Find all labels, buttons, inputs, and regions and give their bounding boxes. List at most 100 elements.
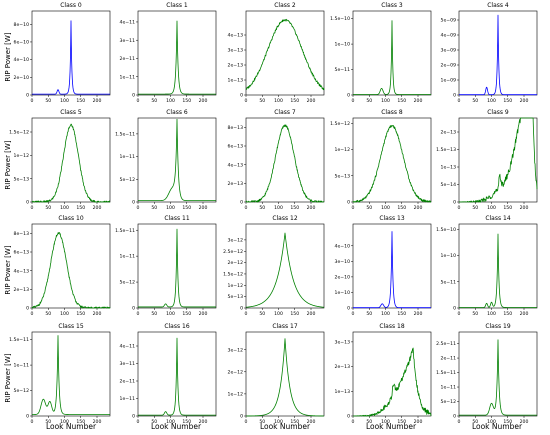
y-tick-label: 1e−13 bbox=[335, 389, 351, 395]
y-tick-label: 1e−11 bbox=[120, 396, 136, 402]
plot-frame bbox=[137, 223, 217, 309]
plot-frame bbox=[31, 331, 111, 417]
x-tick-label: 0 bbox=[458, 205, 461, 211]
y-tick-label: 2e−13 bbox=[228, 63, 244, 69]
x-tick-label: 100 bbox=[274, 205, 283, 211]
subplot-title: Class 19 bbox=[485, 323, 511, 330]
x-tick-label: 200 bbox=[93, 419, 102, 425]
series-line bbox=[245, 124, 325, 203]
x-tick-label: 100 bbox=[487, 311, 496, 317]
x-tick-label: 150 bbox=[76, 98, 85, 104]
x-tick-label: 50 bbox=[45, 98, 51, 104]
y-tick-label: 2.5e−12 bbox=[223, 249, 243, 255]
x-tick-label: 0 bbox=[137, 98, 140, 104]
y-tick-label: 8e−13 bbox=[14, 231, 30, 237]
x-tick-label: 50 bbox=[472, 311, 478, 317]
y-tick-label: 0 bbox=[240, 414, 243, 420]
x-tick-label: 100 bbox=[166, 98, 175, 104]
plot-frame bbox=[352, 223, 432, 309]
x-tick-label: 100 bbox=[274, 98, 283, 104]
y-tick-label: 1e−12 bbox=[228, 391, 244, 397]
x-tick-label: 100 bbox=[381, 98, 390, 104]
y-tick-label: 5e−14 bbox=[441, 182, 457, 188]
subplot-title: Class 5 bbox=[60, 109, 82, 116]
y-tick-label: 0 bbox=[347, 93, 350, 99]
x-tick-label: 150 bbox=[182, 419, 191, 425]
y-tick-label: 4e−13 bbox=[14, 268, 30, 274]
subplot-title: Class 6 bbox=[166, 109, 188, 116]
y-tick-label: 1e−12 bbox=[228, 283, 244, 289]
y-tick-label: 0 bbox=[26, 414, 29, 420]
x-tick-label: 100 bbox=[60, 419, 69, 425]
x-axis-label-col-4: Look Number bbox=[366, 422, 417, 431]
subplot-class-11: Class 11 0 50 100 150 200 5e−12 1e−11 1.5e−11 0 bbox=[115, 215, 217, 317]
x-tick-label: 50 bbox=[472, 98, 478, 104]
y-tick-label: 1e−12 bbox=[14, 153, 30, 159]
x-tick-label: 0 bbox=[352, 419, 355, 425]
y-tick-label: 1.5e−11 bbox=[436, 370, 456, 376]
x-tick-label: 100 bbox=[166, 419, 175, 425]
x-tick-label: 150 bbox=[76, 205, 85, 211]
y-tick-label: 3e−12 bbox=[228, 347, 244, 353]
x-tick-label: 200 bbox=[520, 311, 529, 317]
y-tick-label: 1e−11 bbox=[441, 385, 457, 391]
y-axis-label-row-3: RIP Power [W] bbox=[4, 245, 12, 294]
y-axis-label-row-2: RIP Power [W] bbox=[4, 140, 12, 189]
x-tick-label: 200 bbox=[199, 98, 208, 104]
y-tick-label: 5e−12 bbox=[14, 388, 30, 394]
y-axis-label-row-1: RIP Power [W] bbox=[4, 32, 12, 81]
x-tick-label: 50 bbox=[151, 205, 157, 211]
x-tick-label: 100 bbox=[487, 419, 496, 425]
subplot-class-17: Class 17 0 50 100 150 200 1e−12 2e−12 3e−12 0 bbox=[228, 323, 325, 425]
series-line bbox=[31, 335, 111, 415]
series-line bbox=[352, 231, 432, 309]
x-tick-label: 50 bbox=[151, 311, 157, 317]
y-tick-label: 4e−09 bbox=[441, 33, 457, 39]
x-tick-label: 50 bbox=[472, 205, 478, 211]
y-tick-label: 1.5e−11 bbox=[115, 131, 135, 137]
x-tick-label: 0 bbox=[31, 98, 34, 104]
subplot-class-1: Class 1 0 50 100 150 200 1e−11 2e−11 3e−11 4e−11 0 bbox=[120, 2, 217, 104]
y-tick-label: 5e−13 bbox=[14, 176, 30, 182]
x-tick-label: 200 bbox=[199, 311, 208, 317]
y-tick-label: 6e−13 bbox=[14, 250, 30, 256]
series-line bbox=[245, 18, 325, 91]
subplot-class-5: Class 5 0 50 100 150 200 5e−13 1e−12 1.5e−12 0 bbox=[9, 109, 111, 211]
plot-frame bbox=[245, 223, 325, 309]
y-tick-label: 2e−13 bbox=[14, 287, 30, 293]
plot-frame bbox=[245, 331, 325, 417]
y-tick-label: 0 bbox=[453, 306, 456, 312]
x-tick-label: 50 bbox=[259, 205, 265, 211]
x-tick-label: 150 bbox=[182, 98, 191, 104]
y-tick-label: 5e−12 bbox=[120, 280, 136, 286]
y-tick-label: 1e−11 bbox=[120, 154, 136, 160]
subplot-title: Class 15 bbox=[58, 323, 84, 330]
y-axis-labels: RIP Power [W] RIP Power [W] RIP Power [W… bbox=[4, 32, 12, 402]
subplot-title: Class 16 bbox=[164, 323, 190, 330]
subplot-title: Class 10 bbox=[58, 215, 84, 222]
subplot-class-9: Class 9 0 50 100 150 200 5e−14 1e−13 1.5e−13 2e−1… bbox=[436, 109, 538, 211]
y-tick-label: 3e−09 bbox=[441, 48, 457, 54]
x-tick-label: 100 bbox=[60, 205, 69, 211]
y-tick-label: 2e−11 bbox=[120, 379, 136, 385]
y-tick-label: 5e−12 bbox=[441, 399, 457, 405]
x-tick-label: 0 bbox=[31, 419, 34, 425]
x-tick-label: 150 bbox=[397, 205, 406, 211]
plot-frame bbox=[352, 331, 432, 417]
plot-frame bbox=[458, 10, 538, 96]
x-tick-label: 100 bbox=[381, 205, 390, 211]
y-tick-label: 2e−11 bbox=[120, 56, 136, 62]
y-tick-label: 3e−12 bbox=[228, 237, 244, 243]
subplot-class-12: Class 12 0 50 100 150 200 5e−13 1e−12 1.5e−12 2e−… bbox=[223, 215, 325, 317]
y-tick-label: 0 bbox=[347, 414, 350, 420]
y-tick-label: 6e−10 bbox=[14, 40, 30, 46]
series-line bbox=[245, 232, 325, 308]
y-tick-label: 4e−13 bbox=[228, 33, 244, 39]
y-tick-label: 2e−10 bbox=[335, 274, 351, 280]
y-tick-label: 1e−10 bbox=[441, 253, 457, 259]
subplot-class-6: Class 6 0 50 100 150 200 5e−12 1e−11 1.5e−11 0 bbox=[115, 109, 217, 211]
subplot-title: Class 7 bbox=[274, 109, 296, 116]
x-tick-label: 0 bbox=[245, 98, 248, 104]
plot-frame bbox=[352, 10, 432, 96]
subplot-class-10: Class 10 0 50 100 150 200 2e−13 4e−13 6e−13 8e−13… bbox=[14, 215, 111, 317]
